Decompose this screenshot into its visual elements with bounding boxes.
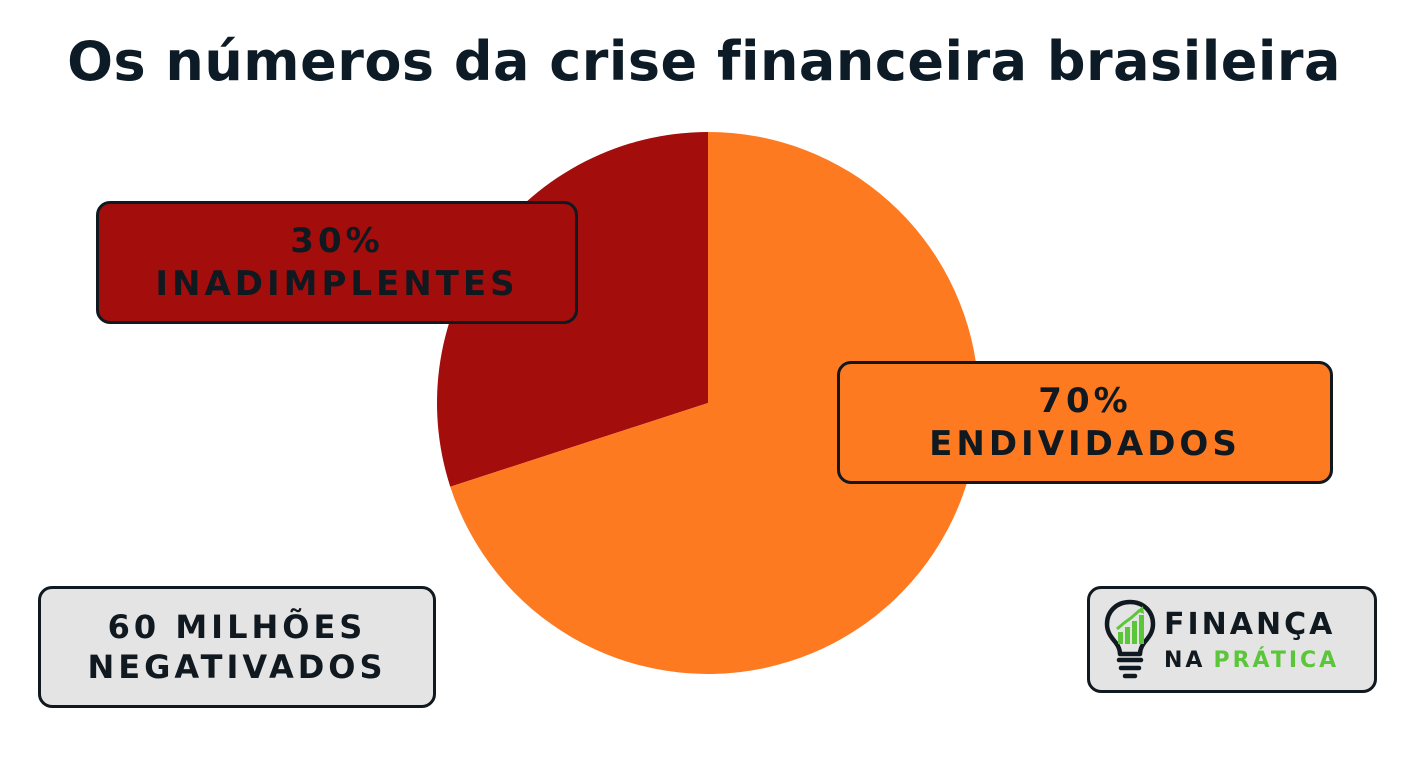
- callout-inadimplentes-value: 30%: [290, 221, 384, 261]
- brand-wordmark: FINANÇA NA PRÁTICA: [1164, 607, 1339, 673]
- callout-inadimplentes: 30% INADIMPLENTES: [96, 201, 578, 324]
- callout-endividados-label: ENDIVIDADOS: [929, 423, 1241, 464]
- brand-line2b: PRÁTICA: [1213, 647, 1340, 673]
- lightbulb-chart-icon: [1104, 599, 1156, 678]
- callout-inadimplentes-label: INADIMPLENTES: [155, 263, 519, 304]
- brand-logo: FINANÇA NA PRÁTICA: [1087, 586, 1377, 693]
- callout-negativados: 60 MILHÕES NEGATIVADOS: [38, 586, 436, 708]
- callout-negativados-line1: 60 MILHÕES: [107, 608, 367, 646]
- callout-endividados-value: 70%: [1038, 381, 1132, 421]
- pie-slice-endividados: [450, 132, 979, 675]
- brand-line2: NA PRÁTICA: [1164, 648, 1339, 673]
- callout-negativados-line2: NEGATIVADOS: [87, 648, 387, 686]
- brand-line1: FINANÇA: [1164, 606, 1336, 642]
- chart-title: Os números da crise financeira brasileir…: [67, 30, 1341, 93]
- callout-endividados: 70% ENDIVIDADOS: [837, 361, 1333, 484]
- brand-line2a: NA: [1164, 647, 1206, 673]
